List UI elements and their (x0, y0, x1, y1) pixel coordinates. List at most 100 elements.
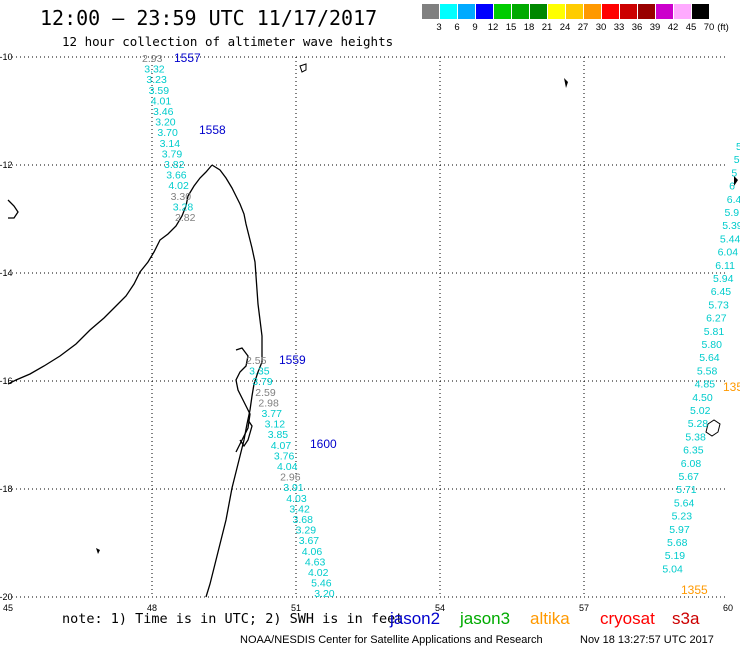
wave-height-label: 5.97 (669, 524, 690, 536)
map-title: 12:00 – 23:59 UTC 11/17/2017 (40, 6, 378, 30)
pass-time-label: 1355 (681, 583, 708, 597)
island-east-coast (235, 347, 251, 453)
wave-height-label: 2.96 (280, 472, 301, 484)
color-legend: 3 6 9 12 15 18 21 24 27 30 33 36 39 42 45 70 (ft) (422, 4, 729, 34)
wave-height-label: 3.46 (153, 106, 174, 118)
wave-height-label: 3.79 (162, 148, 183, 160)
wave-height-label: 5.67 (679, 471, 700, 483)
wave-height-label: 5.46 (311, 578, 332, 590)
wave-height-label: 3.77 (262, 408, 283, 420)
west-track-1: 2.933.323.233.594.013.463.203.703.143.79… (142, 53, 196, 224)
wave-height-label: 2.93 (142, 53, 163, 65)
wave-height-label: 3.91 (283, 482, 304, 494)
wave-height-label: 6.04 (718, 247, 739, 259)
wave-height-tracks: 2.933.323.233.594.013.463.203.703.143.79… (142, 53, 740, 600)
wave-height-label: 5.68 (667, 537, 688, 549)
lon-tick-label: 57 (579, 603, 589, 613)
lat-tick-label: -20 (0, 592, 13, 602)
madagascar-coastline (205, 164, 263, 598)
wave-height-label: 2.82 (175, 212, 196, 224)
legend-label: 36 (631, 22, 643, 33)
wave-height-label: 4.03 (286, 493, 307, 505)
pass-time-label: 1559 (279, 353, 306, 367)
wave-height-label: 6.35 (683, 445, 704, 457)
satellite-name: cryosat (600, 609, 655, 628)
legend-label: 42 (667, 22, 679, 33)
wave-height-label: 3.14 (160, 138, 181, 150)
legend-swatch (548, 4, 565, 19)
wave-height-label: 6.27 (706, 313, 727, 325)
wave-height-label: 5.02 (690, 405, 711, 417)
wave-height-label: 5.64 (699, 352, 720, 364)
legend-swatch (512, 4, 529, 19)
wave-height-label: 5.28 (688, 418, 709, 430)
coastline (7, 164, 263, 598)
lon-tick-label: 54 (435, 603, 445, 613)
legend-swatch (440, 4, 457, 19)
wave-height-label: 4.07 (271, 440, 292, 452)
footer-note: note: 1) Time is in UTC; 2) SWH is in fe… (62, 611, 404, 627)
wave-height-label: 2.98 (258, 397, 279, 409)
lon-tick-label: 51 (291, 603, 301, 613)
wave-height-label: 4.63 (305, 556, 326, 568)
madagascar-west-coast (7, 164, 213, 385)
wave-height-label: 3.32 (144, 64, 165, 76)
wave-height-label: 5 (736, 141, 740, 153)
wave-height-label: 4.02 (308, 567, 329, 579)
legend-swatch (602, 4, 619, 19)
islet-south (96, 548, 100, 554)
wave-height-label: 5.81 (704, 326, 725, 338)
legend-swatch (584, 4, 601, 19)
legend-label: 24 (559, 22, 571, 33)
legend-swatch (494, 4, 511, 19)
legend-unit: (ft) (717, 22, 729, 33)
legend-swatch (422, 4, 439, 19)
legend-label: 39 (649, 22, 661, 33)
wave-height-label: 3.42 (289, 503, 310, 515)
wave-height-label: 6.08 (681, 458, 702, 470)
wave-height-label: 3.20 (155, 117, 176, 129)
wave-height-label: 5.71 (676, 484, 697, 496)
satellite-name: s3a (672, 609, 700, 628)
wave-height-label: 4.50 (692, 392, 713, 404)
lat-tick-label: -16 (0, 376, 13, 386)
west-track-2: 2.553.353.792.592.983.773.123.854.073.76… (246, 355, 335, 600)
wave-height-label: 3.12 (265, 419, 286, 431)
legend-label: 6 (454, 22, 460, 33)
lat-lon-grid (8, 56, 728, 598)
wave-height-label: 5.04 (662, 563, 683, 575)
wave-height-label: 2.59 (255, 387, 276, 399)
wave-height-label: 6.4 (727, 194, 740, 206)
wave-height-label: 3.30 (171, 191, 192, 203)
island-reunion (705, 419, 721, 437)
map-frame (8, 57, 728, 597)
wave-height-label: 6 (729, 181, 735, 193)
wave-height-label: 3.82 (164, 159, 185, 171)
islands (96, 63, 738, 554)
wave-height-label: 5.39 (722, 220, 740, 232)
wave-height-label: 3.66 (166, 170, 187, 182)
pass-time-label: 1557 (174, 51, 201, 65)
wave-height-label: 5.64 (674, 497, 695, 509)
wave-height-label: 6.11 (715, 260, 735, 272)
wave-height-label: 5.19 (665, 550, 686, 562)
wave-height-label: 5.80 (702, 339, 723, 351)
wave-height-label: 4.06 (302, 546, 323, 558)
pass-time-label: 1558 (199, 123, 226, 137)
satellite-name: jason3 (460, 609, 511, 628)
legend-swatch (674, 4, 691, 19)
legend-label: 33 (613, 22, 625, 33)
satellite-name: altika (530, 609, 570, 628)
legend-swatch (566, 4, 583, 19)
west-inlet (7, 199, 19, 219)
wave-height-label: 3.76 (274, 450, 295, 462)
wave-height-label: 4.85 (695, 379, 716, 391)
wave-height-label: 3.28 (173, 201, 194, 213)
generation-timestamp: Nov 18 13:27:57 UTC 2017 (580, 634, 714, 646)
credit-line: NOAA/NESDIS Center for Satellite Applica… (240, 634, 543, 646)
wave-height-label: 3.67 (299, 535, 320, 547)
legend-swatch (638, 4, 655, 19)
wave-height-label: 5.38 (685, 431, 706, 443)
wave-height-label: 4.01 (151, 95, 172, 107)
legend-label: 27 (577, 22, 589, 33)
